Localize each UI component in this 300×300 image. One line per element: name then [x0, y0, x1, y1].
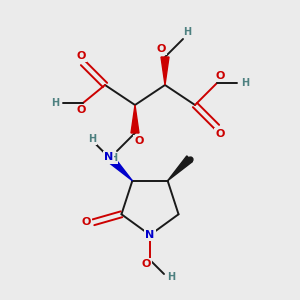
- Text: H: H: [241, 78, 249, 88]
- Text: O: O: [215, 129, 225, 139]
- Text: O: O: [76, 51, 86, 61]
- Text: O: O: [82, 217, 91, 227]
- Polygon shape: [131, 105, 139, 133]
- Text: O: O: [76, 105, 86, 115]
- Text: H: H: [51, 98, 59, 108]
- Polygon shape: [107, 156, 132, 181]
- Text: N: N: [104, 152, 113, 162]
- Polygon shape: [168, 156, 193, 181]
- Text: O: O: [134, 136, 144, 146]
- Polygon shape: [161, 57, 169, 85]
- Text: O: O: [215, 71, 225, 81]
- Text: O: O: [156, 44, 166, 54]
- Text: H: H: [109, 153, 117, 163]
- Text: N: N: [146, 230, 154, 240]
- Text: O: O: [141, 259, 151, 269]
- Text: H: H: [167, 272, 175, 282]
- Text: H: H: [183, 27, 191, 37]
- Text: H: H: [88, 134, 96, 144]
